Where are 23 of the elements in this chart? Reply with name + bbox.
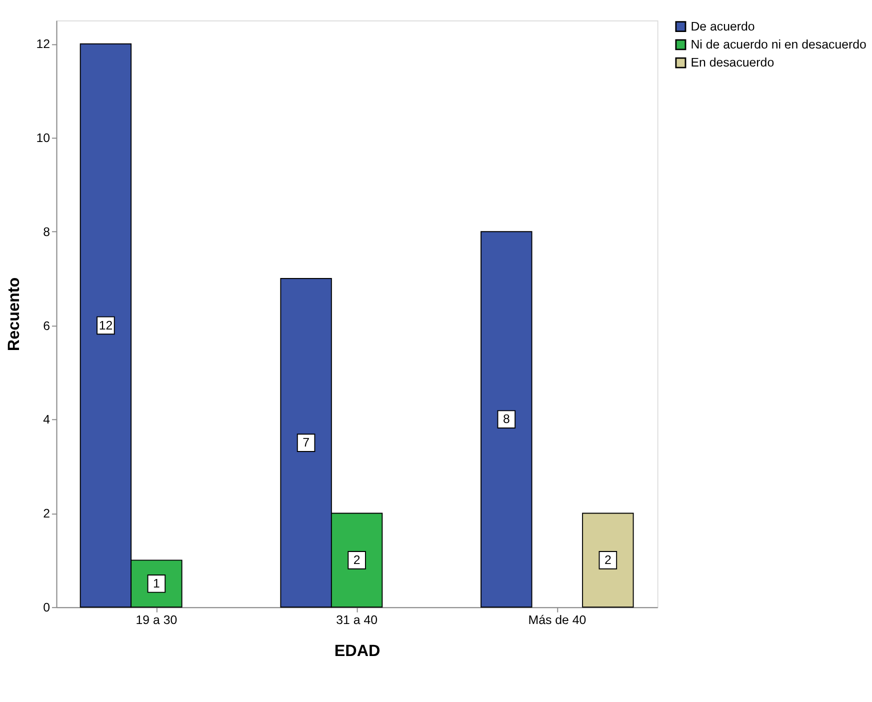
bar: [582, 512, 634, 608]
x-tick-label: 31 a 40: [336, 612, 378, 627]
y-tick-label: 6: [43, 318, 50, 333]
legend-label: En desacuerdo: [690, 56, 774, 70]
data-label: 2: [353, 552, 360, 567]
x-axis-title: EDAD: [334, 642, 381, 660]
data-label: 8: [502, 412, 510, 426]
bar: [480, 231, 532, 608]
y-tick-label: 12: [36, 37, 50, 52]
legend-label: Ni de acuerdo ni en desacuerdo: [690, 38, 866, 52]
data-label: 1: [153, 576, 160, 590]
data-label: 7: [302, 436, 310, 450]
x-tick-label: Más de 40: [528, 612, 586, 627]
y-tick-label: 0: [43, 600, 50, 614]
y-axis-title: Recuento: [5, 277, 24, 352]
x-tick-label: 19 a 30: [136, 612, 178, 627]
y-tick-label: 8: [43, 224, 50, 239]
y-tick-label: 4: [43, 412, 50, 427]
legend-label: De acuerdo: [690, 19, 755, 34]
y-tick-label: 2: [43, 506, 50, 521]
data-label: 2: [604, 552, 612, 567]
y-tick-label: 10: [36, 131, 50, 146]
data-label: 12: [98, 318, 113, 332]
